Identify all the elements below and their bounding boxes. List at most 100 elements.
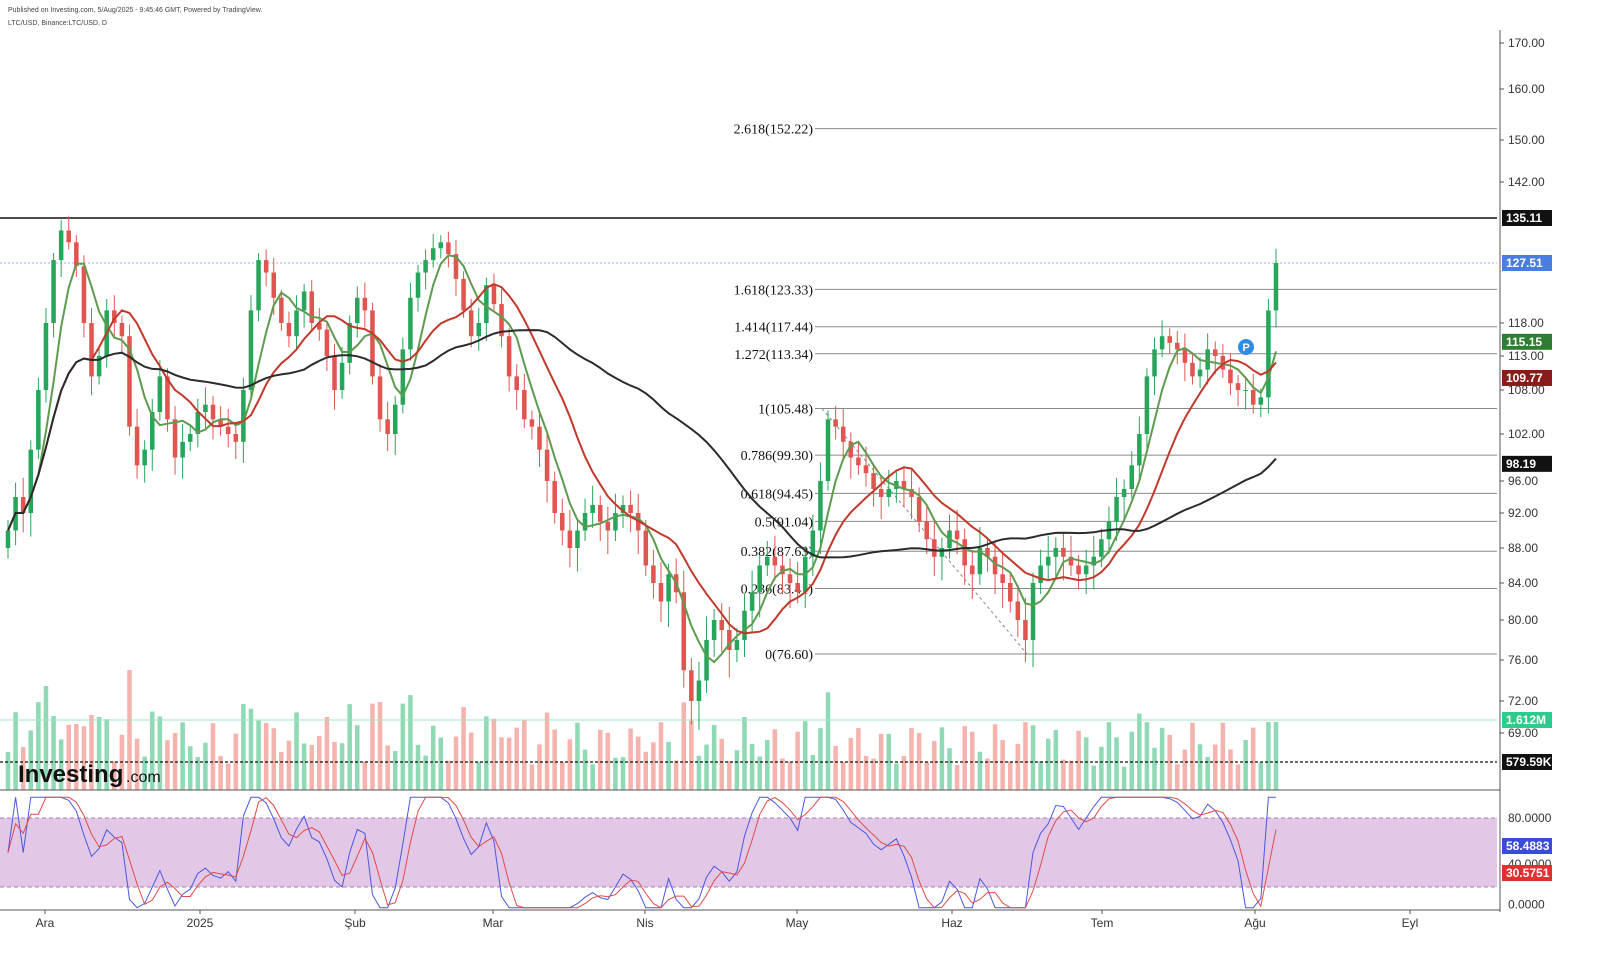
volume-bar (187, 746, 193, 790)
candle-body (1175, 342, 1180, 350)
fib-label: 1.272(113.34) (734, 348, 813, 363)
symbol-line: LTC/USD, Binance:LTC/USD, D (8, 20, 107, 27)
volume-bar (377, 702, 383, 790)
stochastic-k-badge: 58.4883 (1506, 839, 1550, 853)
volume-bar (301, 743, 307, 790)
volume-bar (1152, 747, 1157, 790)
candle-body (301, 291, 307, 311)
volume-bar (203, 742, 208, 790)
volume-bar (66, 724, 72, 790)
volume-bar (20, 747, 26, 790)
candle-body (840, 426, 846, 442)
volume-bar (620, 757, 626, 790)
volume-bar (468, 732, 474, 790)
volume-bar (1030, 725, 1036, 790)
volume-bar (734, 750, 740, 790)
volume-bar (1159, 727, 1165, 790)
volume-bar (575, 722, 580, 790)
volume-bar (954, 765, 960, 790)
volume-bar (256, 720, 261, 790)
candle-body (1212, 349, 1218, 356)
candle-body (658, 583, 664, 602)
volume-bar (787, 761, 793, 790)
candle-body (377, 376, 383, 420)
candle-body (651, 565, 656, 583)
candle-body (1045, 556, 1051, 566)
volume-bar (499, 737, 504, 790)
candle-body (142, 449, 147, 466)
price-tick-label: 69.00 (1508, 726, 1538, 740)
time-tick-label: Eyl (1402, 916, 1419, 930)
volume-bar (977, 751, 983, 790)
volume-bar (1038, 761, 1043, 790)
price-tick-label: 113.00 (1508, 349, 1544, 363)
volume-bar (1061, 759, 1066, 790)
volume-bar (491, 718, 497, 790)
candle-body (20, 497, 26, 513)
volume-bar (309, 744, 314, 790)
volume-bar (765, 740, 770, 790)
candle-body (66, 230, 72, 243)
stochastic-panel (0, 796, 1497, 909)
candle-body (552, 481, 557, 513)
volume-bar (446, 760, 451, 790)
volume-bars (0, 670, 1497, 790)
candle-body (727, 630, 732, 650)
time-tick-label: Ara (36, 916, 55, 930)
candle-body (339, 362, 345, 390)
candle-body (749, 592, 755, 611)
volume-bar (28, 730, 34, 790)
candle-body (514, 376, 519, 390)
volume-bar (400, 703, 406, 790)
volume-bar (1114, 737, 1119, 790)
volume-bar (802, 721, 808, 790)
candle-body (286, 323, 292, 337)
candle-body (985, 548, 990, 557)
candle-body (1144, 376, 1150, 434)
volume-bar (43, 686, 49, 790)
volume-bar (560, 761, 565, 790)
volume-bar (453, 736, 459, 790)
volume-bar (370, 703, 375, 790)
volume-bar (635, 736, 641, 790)
candle-body (362, 297, 368, 311)
candle-body (901, 481, 907, 489)
volume-bar (628, 728, 633, 790)
volume-bar (324, 716, 330, 790)
price-tick-label: 118.00 (1508, 316, 1544, 330)
candle-body (863, 465, 869, 474)
price-badges: 135.11 127.51 115.15 109.77 98.19 1.612M 579.5… (1502, 210, 1552, 881)
candle-body (332, 356, 337, 390)
candle-body (818, 481, 823, 531)
candle-body (355, 297, 360, 323)
candle-body (279, 297, 284, 323)
volume-bar (932, 740, 937, 790)
volume-bar (1243, 740, 1248, 790)
candle-body (112, 310, 117, 323)
volume-bar (362, 761, 368, 790)
volume-bar (51, 715, 56, 790)
volume-bar (894, 763, 899, 790)
volume-bar (901, 755, 907, 790)
candle-body (1091, 556, 1097, 566)
candle-body (582, 513, 588, 531)
candle-body (772, 556, 778, 566)
candle-body (415, 272, 421, 298)
time-axis: Ara 2025 Şub Mar Nis May Haz Tem Ağu Eyl (36, 910, 1419, 930)
candle-body (392, 404, 398, 434)
volume-bar (13, 712, 18, 790)
price-tick-label: 102.00 (1508, 427, 1545, 441)
candle-body (666, 574, 671, 602)
candle-body (1243, 390, 1248, 391)
volume-bar (757, 756, 762, 790)
candle-body (134, 426, 140, 466)
volume-bar (286, 740, 292, 790)
volume-bar (142, 756, 147, 790)
time-tick-label: Mar (483, 916, 504, 930)
fib-label: 0.786(99.30) (741, 449, 814, 464)
candle-body (1197, 369, 1203, 377)
fib-label: 1(105.48) (758, 402, 813, 417)
volume-bar (1121, 766, 1127, 790)
volume-bar (225, 763, 231, 790)
